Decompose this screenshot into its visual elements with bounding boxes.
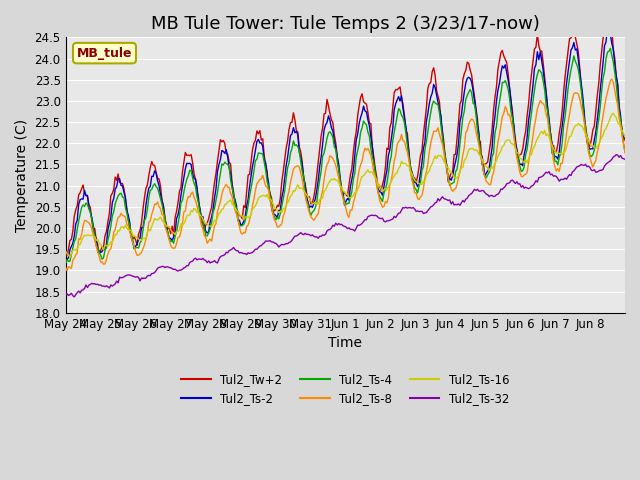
Tul2_Ts-2 [98,249,106,254]
Tul2_Ts-32 [82,282,90,288]
Tul2_Tw+2 [605,12,612,18]
Y-axis label: Temperature (C): Temperature (C) [15,119,29,232]
Tul2_Ts-8 [545,128,553,134]
Tul2_Ts-2 [61,259,69,265]
Tul2_Ts-4 [98,256,106,262]
Tul2_Ts-16 [545,134,553,140]
X-axis label: Time: Time [328,336,362,350]
Tul2_Ts-16 [100,247,108,252]
Tul2_Ts-8 [621,150,629,156]
Line: Tul2_Ts-8: Tul2_Ts-8 [65,79,625,271]
Tul2_Ts-32 [351,228,358,234]
Line: Tul2_Ts-2: Tul2_Ts-2 [65,28,625,262]
Line: Tul2_Tw+2: Tul2_Tw+2 [65,15,625,255]
Legend: Tul2_Tw+2, Tul2_Ts-2, Tul2_Ts-4, Tul2_Ts-8, Tul2_Ts-16, Tul2_Ts-32: Tul2_Tw+2, Tul2_Ts-2, Tul2_Ts-4, Tul2_Ts… [177,368,514,409]
Tul2_Ts-8 [462,130,470,135]
Tul2_Ts-8 [620,141,627,147]
Tul2_Ts-16 [462,156,470,162]
Tul2_Ts-4 [607,46,614,51]
Tul2_Ts-8 [61,264,69,270]
Tul2_Ts-2 [621,135,629,141]
Tul2_Ts-32 [545,169,553,175]
Text: MB_tule: MB_tule [77,47,132,60]
Tul2_Tw+2 [61,252,69,257]
Tul2_Ts-32 [70,294,78,300]
Tul2_Tw+2 [351,137,358,143]
Tul2_Ts-16 [620,131,627,136]
Tul2_Ts-8 [608,76,616,82]
Title: MB Tule Tower: Tule Temps 2 (3/23/17-now): MB Tule Tower: Tule Temps 2 (3/23/17-now… [151,15,540,33]
Tul2_Ts-4 [621,149,629,155]
Tul2_Ts-16 [66,254,74,260]
Tul2_Ts-16 [61,248,69,254]
Tul2_Tw+2 [620,138,627,144]
Tul2_Ts-2 [349,168,357,173]
Tul2_Ts-8 [63,268,71,274]
Tul2_Tw+2 [82,192,90,198]
Tul2_Ts-16 [609,110,617,116]
Tul2_Ts-8 [82,217,90,223]
Tul2_Tw+2 [462,68,470,73]
Tul2_Ts-32 [462,196,470,202]
Tul2_Ts-8 [100,261,108,267]
Tul2_Ts-32 [61,292,69,298]
Tul2_Ts-2 [81,188,88,193]
Tul2_Ts-16 [351,190,358,195]
Tul2_Ts-16 [621,134,629,140]
Tul2_Ts-8 [351,195,358,201]
Tul2_Tw+2 [545,122,553,128]
Tul2_Ts-2 [604,25,611,31]
Line: Tul2_Ts-16: Tul2_Ts-16 [65,113,625,257]
Tul2_Ts-4 [349,176,357,182]
Tul2_Ts-4 [461,108,468,114]
Tul2_Ts-4 [61,261,69,267]
Tul2_Ts-32 [612,152,620,157]
Tul2_Ts-32 [621,156,629,162]
Tul2_Ts-4 [544,108,552,114]
Tul2_Tw+2 [621,135,629,141]
Tul2_Ts-16 [82,233,90,239]
Tul2_Ts-4 [618,132,626,138]
Tul2_Tw+2 [63,252,71,258]
Tul2_Ts-2 [461,89,468,95]
Tul2_Ts-32 [100,283,108,289]
Tul2_Tw+2 [100,244,108,250]
Tul2_Ts-32 [620,156,627,162]
Line: Tul2_Ts-32: Tul2_Ts-32 [65,155,625,297]
Line: Tul2_Ts-4: Tul2_Ts-4 [65,48,625,264]
Tul2_Ts-2 [618,129,626,134]
Tul2_Ts-2 [544,105,552,110]
Tul2_Ts-4 [81,204,88,209]
